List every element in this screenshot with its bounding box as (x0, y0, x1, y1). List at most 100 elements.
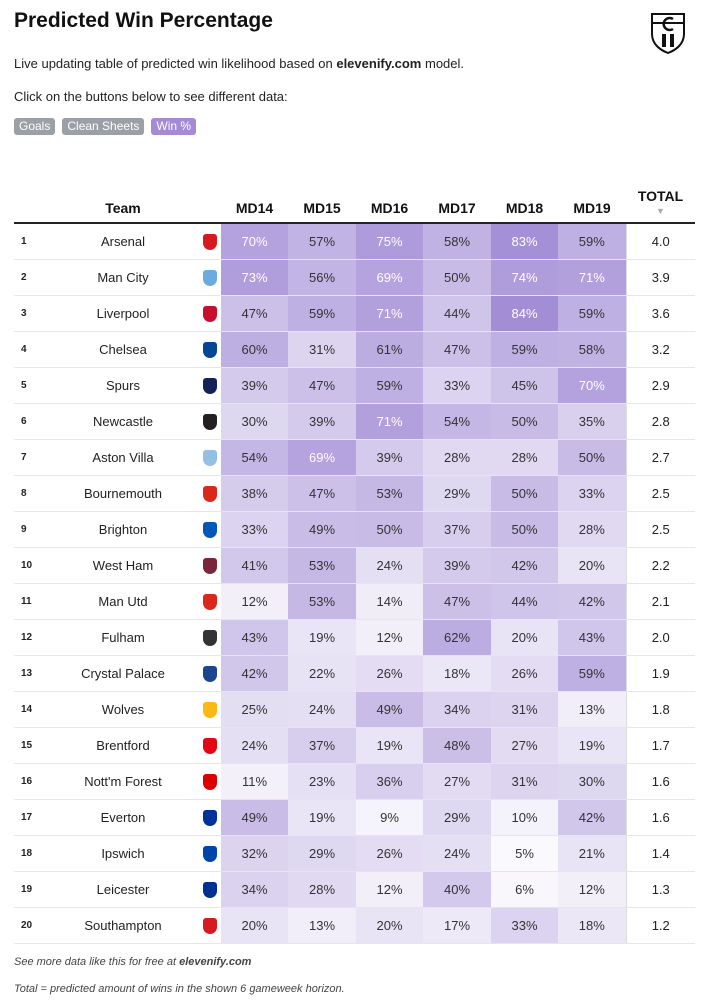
win-percent-cell: 39% (356, 439, 423, 476)
win-percent-cell: 18% (423, 655, 491, 692)
win-percent-cell: 26% (356, 835, 423, 872)
clean-sheets-button[interactable]: Clean Sheets (62, 118, 145, 135)
win-percent-cell: 50% (423, 259, 491, 296)
crest-cell (198, 655, 221, 692)
win-percent-cell: 39% (288, 403, 356, 440)
table-row: 11 Man Utd 12% 53% 14% 47% 44% 42% 2.1 (14, 583, 695, 620)
crest-cell (198, 475, 221, 512)
team-crest-icon (202, 233, 217, 250)
team-crest-icon (202, 881, 217, 898)
instruction-text: Click on the buttons below to see differ… (14, 89, 288, 104)
md16-header[interactable]: MD16 (356, 170, 423, 224)
team-name-cell: Chelsea (48, 331, 198, 368)
win-percent-cell: 23% (288, 763, 356, 800)
win-percent-cell: 50% (558, 439, 626, 476)
total-cell: 1.2 (625, 907, 695, 944)
rank-cell: 12 (14, 619, 48, 656)
crest-cell (198, 799, 221, 836)
crest-cell (198, 511, 221, 548)
crest-cell (198, 439, 221, 476)
win-percent-cell: 50% (356, 511, 423, 548)
team-crest-icon (202, 701, 217, 718)
team-name-cell: Bournemouth (48, 475, 198, 512)
win-percent-cell: 13% (288, 907, 356, 944)
goals-button[interactable]: Goals (14, 118, 56, 135)
win-percent-cell: 83% (491, 223, 558, 260)
win-percent-cell: 36% (356, 763, 423, 800)
total-cell: 4.0 (625, 223, 695, 260)
win-percent-cell: 18% (558, 907, 626, 944)
total-cell: 1.3 (625, 871, 695, 908)
win-percent-cell: 71% (356, 295, 423, 332)
md18-header[interactable]: MD18 (491, 170, 558, 224)
team-crest-icon (202, 341, 217, 358)
md17-header[interactable]: MD17 (423, 170, 491, 224)
crest-cell (198, 835, 221, 872)
win-percent-cell: 73% (221, 259, 288, 296)
crest-cell (198, 871, 221, 908)
md19-header[interactable]: MD19 (558, 170, 626, 224)
win-percent-cell: 20% (491, 619, 558, 656)
total-cell: 1.9 (625, 655, 695, 692)
team-name-cell: Liverpool (48, 295, 198, 332)
win-percent-cell: 71% (356, 403, 423, 440)
table-header-row: Team MD14 MD15 MD16 MD17 MD18 MD19 TOTAL… (14, 170, 695, 224)
win-percent-cell: 31% (288, 331, 356, 368)
rank-cell: 5 (14, 367, 48, 404)
md15-header[interactable]: MD15 (288, 170, 356, 224)
elevenify-link[interactable]: elevenify.com (336, 56, 422, 71)
team-name-cell: Ipswich (48, 835, 198, 872)
rank-cell: 18 (14, 835, 48, 872)
footer-note: Total = predicted amount of wins in the … (14, 983, 345, 995)
win-percent-cell: 39% (221, 367, 288, 404)
team-crest-icon (202, 305, 217, 322)
team-name-cell: Everton (48, 799, 198, 836)
total-cell: 2.5 (625, 475, 695, 512)
total-cell: 1.4 (625, 835, 695, 872)
win-percent-cell: 20% (356, 907, 423, 944)
team-name-cell: Fulham (48, 619, 198, 656)
win-percent-cell: 28% (558, 511, 626, 548)
win-percent-cell: 17% (423, 907, 491, 944)
win-percent-cell: 47% (288, 367, 356, 404)
total-cell: 2.9 (625, 367, 695, 404)
team-name-cell: Man Utd (48, 583, 198, 620)
win-percent-cell: 12% (221, 583, 288, 620)
win-percent-cell: 21% (558, 835, 626, 872)
footer-link[interactable]: elevenify.com (179, 956, 252, 968)
table-row: 17 Everton 49% 19% 9% 29% 10% 42% 1.6 (14, 799, 695, 836)
team-crest-icon (202, 629, 217, 646)
win-percent-cell: 11% (221, 763, 288, 800)
win-percent-cell: 19% (288, 799, 356, 836)
team-name-cell: Aston Villa (48, 439, 198, 476)
crest-cell (198, 727, 221, 764)
rank-cell: 9 (14, 511, 48, 548)
win-percent-cell: 59% (356, 367, 423, 404)
win-percent-cell: 49% (221, 799, 288, 836)
total-cell: 3.6 (625, 295, 695, 332)
win-percent-cell: 53% (288, 583, 356, 620)
win-percent-cell: 69% (356, 259, 423, 296)
win-percent-cell: 56% (288, 259, 356, 296)
rank-cell: 14 (14, 691, 48, 728)
rank-cell: 3 (14, 295, 48, 332)
total-header[interactable]: TOTAL ▼ (626, 170, 695, 224)
win-percent-cell: 29% (423, 799, 491, 836)
rank-cell: 19 (14, 871, 48, 908)
win-percent-cell: 84% (491, 295, 558, 332)
team-header[interactable]: Team (48, 170, 198, 224)
win-percent-cell: 50% (491, 475, 558, 512)
win-percent-cell: 26% (491, 655, 558, 692)
table-row: 9 Brighton 33% 49% 50% 37% 50% 28% 2.5 (14, 511, 695, 548)
team-crest-icon (202, 665, 217, 682)
total-cell: 1.8 (625, 691, 695, 728)
win-percent-cell: 59% (491, 331, 558, 368)
win-percent-cell: 19% (356, 727, 423, 764)
win-percent-cell: 9% (356, 799, 423, 836)
win-percent-button[interactable]: Win % (151, 118, 197, 135)
win-percent-cell: 20% (558, 547, 626, 584)
sort-arrow-icon[interactable]: ▼ (656, 206, 665, 216)
md14-header[interactable]: MD14 (221, 170, 288, 224)
team-name-cell: Brighton (48, 511, 198, 548)
team-name-cell: Brentford (48, 727, 198, 764)
